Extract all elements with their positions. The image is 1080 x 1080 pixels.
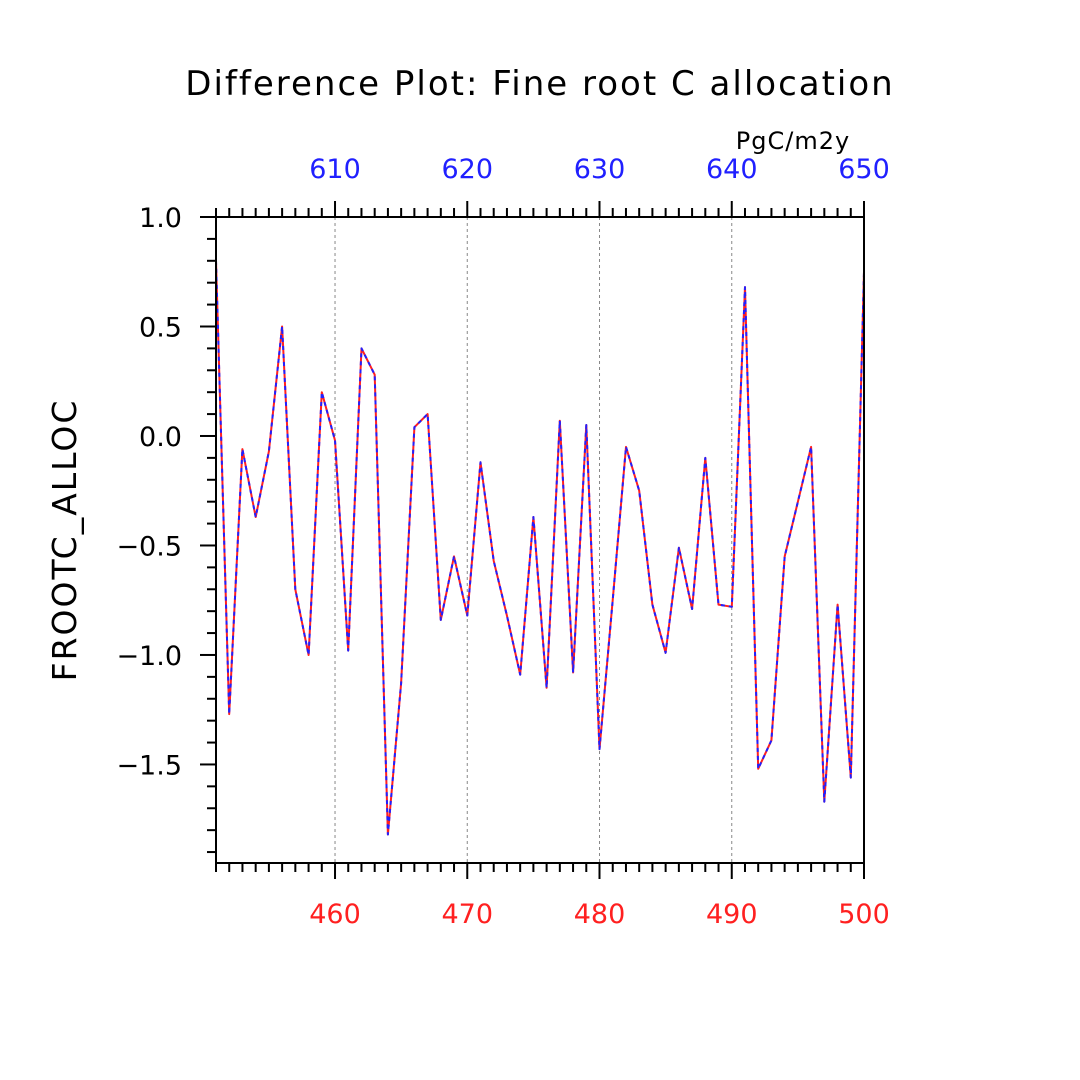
series-line-0 xyxy=(215,260,865,836)
x-top-tick-label-2: 630 xyxy=(574,154,626,185)
units-label: PgC/m2y xyxy=(736,127,850,155)
y-tick-label-3: −0.5 xyxy=(116,531,182,562)
x-bottom-tick-label-0: 460 xyxy=(309,899,361,930)
x-top-tick-label-1: 620 xyxy=(441,154,493,185)
y-tick-label-2: 0.0 xyxy=(139,422,182,453)
y-tick-label-4: −1.0 xyxy=(116,641,182,672)
y-tick-label-5: −1.5 xyxy=(116,750,182,781)
plot-frame xyxy=(215,216,865,864)
x-bottom-tick-label-4: 500 xyxy=(838,899,890,930)
y-tick-label-1: 0.5 xyxy=(139,312,182,343)
x-bottom-tick-label-2: 480 xyxy=(574,899,626,930)
series-lines xyxy=(215,260,865,836)
y-axis-label: FROOTC_ALLOC xyxy=(45,399,84,682)
x-top-tick-label-3: 640 xyxy=(706,154,758,185)
x-top-tick-label-4: 650 xyxy=(838,154,890,185)
axis-ticks xyxy=(200,201,865,879)
x-bottom-tick-label-3: 490 xyxy=(706,899,758,930)
series-line-1 xyxy=(215,260,865,836)
y-tick-label-0: 1.0 xyxy=(139,203,182,234)
chart-title: Difference Plot: Fine root C allocation xyxy=(185,64,894,104)
x-bottom-tick-label-1: 470 xyxy=(441,899,493,930)
x-top-tick-label-0: 610 xyxy=(309,154,361,185)
tick-labels: 460 470 480 490 500 610 620 630 640 650 1.0 0.5 0.0 −… xyxy=(116,154,889,930)
